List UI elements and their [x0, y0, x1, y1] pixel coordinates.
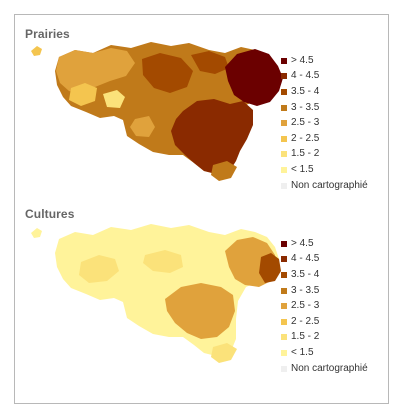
legend-label: Non cartographié	[291, 362, 368, 374]
legend-swatch	[281, 256, 287, 263]
cultures-map-south-central-region	[165, 283, 235, 339]
legend-label: < 1.5	[291, 163, 314, 175]
legend-item: 3.5 - 4	[281, 267, 368, 283]
legend-label: 3 - 3.5	[291, 284, 320, 296]
prairies-legend: > 4.5 4 - 4.5 3.5 - 4 3 - 3.5 2.5 - 3 2 …	[281, 53, 368, 193]
legend-item: 2 - 2.5	[281, 131, 368, 147]
legend-item: 4 - 4.5	[281, 69, 368, 85]
legend-item: 4 - 4.5	[281, 252, 368, 268]
legend-label: 2 - 2.5	[291, 132, 320, 144]
map-panel-prairies: Prairies > 4	[15, 15, 388, 205]
legend-label: 1.5 - 2	[291, 148, 320, 160]
figure-frame: Prairies > 4	[14, 14, 389, 404]
prairies-map-light-pocket	[103, 90, 125, 108]
map-panel-cultures: Cultures > 4.5	[15, 197, 388, 387]
legend-item: Non cartographié	[281, 361, 368, 377]
legend-item: 1.5 - 2	[281, 147, 368, 163]
legend-swatch	[281, 365, 287, 372]
legend-label: 4 - 4.5	[291, 70, 320, 82]
legend-item: 3 - 3.5	[281, 283, 368, 299]
legend-item: 1.5 - 2	[281, 330, 368, 346]
legend-item: 2 - 2.5	[281, 314, 368, 330]
legend-label: > 4.5	[291, 237, 314, 249]
legend-label: > 4.5	[291, 54, 314, 66]
legend-label: 2.5 - 3	[291, 117, 320, 129]
legend-swatch	[281, 240, 287, 247]
cultures-legend: > 4.5 4 - 4.5 3.5 - 4 3 - 3.5 2.5 - 3 2 …	[281, 236, 368, 376]
legend-swatch	[281, 334, 287, 341]
legend-label: 2.5 - 3	[291, 300, 320, 312]
legend-label: 3.5 - 4	[291, 268, 320, 280]
prairies-map-central-patch	[191, 51, 229, 74]
legend-item: > 4.5	[281, 53, 368, 69]
legend-swatch	[281, 287, 287, 294]
prairies-map-light-pocket	[130, 116, 155, 137]
cultures-map-yellow-patch	[143, 250, 183, 273]
legend-swatch	[281, 303, 287, 310]
legend-swatch	[281, 135, 287, 142]
legend-item: 2.5 - 3	[281, 298, 368, 314]
legend-item: < 1.5	[281, 345, 368, 361]
prairies-map-light-pocket	[69, 83, 97, 106]
legend-item: Non cartographié	[281, 178, 368, 194]
legend-swatch	[281, 57, 287, 64]
legend-swatch	[281, 166, 287, 173]
panel-title: Prairies	[25, 27, 70, 41]
legend-swatch	[281, 318, 287, 325]
legend-label: < 1.5	[291, 346, 314, 358]
prairies-map-ardennes-region	[171, 99, 253, 175]
cultures-map-dark-cluster	[259, 253, 281, 283]
legend-swatch	[281, 104, 287, 111]
legend-swatch	[281, 182, 287, 189]
legend-item: 3 - 3.5	[281, 100, 368, 116]
cultures-map	[31, 224, 281, 363]
cultures-map-yellow-patch	[79, 255, 119, 283]
prairies-map-central-patch	[142, 53, 193, 93]
legend-label: 3 - 3.5	[291, 101, 320, 113]
legend-swatch	[281, 349, 287, 356]
legend-item: 3.5 - 4	[281, 84, 368, 100]
legend-swatch	[281, 88, 287, 95]
legend-swatch	[281, 120, 287, 127]
cultures-map-southern-tip	[211, 343, 237, 363]
panel-title: Cultures	[25, 207, 75, 221]
legend-label: 2 - 2.5	[291, 315, 320, 327]
legend-label: Non cartographié	[291, 179, 368, 191]
legend-label: 3.5 - 4	[291, 85, 320, 97]
prairies-map-east-region	[225, 49, 283, 106]
legend-item: 2.5 - 3	[281, 115, 368, 131]
legend-label: 4 - 4.5	[291, 253, 320, 265]
cultures-map-islet	[31, 228, 42, 238]
prairies-map-west-light	[56, 48, 135, 94]
legend-label: 1.5 - 2	[291, 331, 320, 343]
prairies-map-islet	[31, 46, 42, 56]
prairies-map	[31, 42, 283, 181]
prairies-map-southern-tip	[211, 161, 237, 181]
legend-item: > 4.5	[281, 236, 368, 252]
legend-swatch	[281, 73, 287, 80]
legend-swatch	[281, 151, 287, 158]
legend-item: < 1.5	[281, 162, 368, 178]
legend-swatch	[281, 271, 287, 278]
